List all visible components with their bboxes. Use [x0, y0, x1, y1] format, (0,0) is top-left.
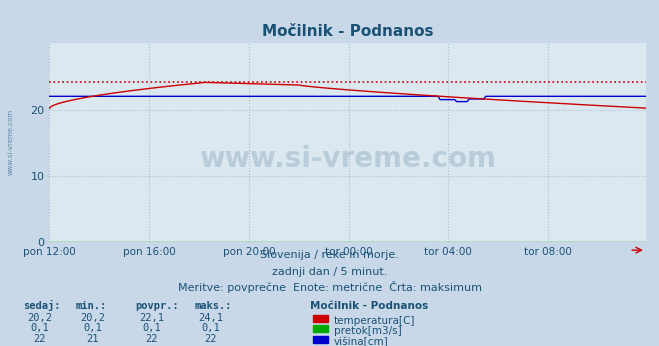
Text: Močilnik - Podnanos: Močilnik - Podnanos [310, 301, 428, 311]
Text: pretok[m3/s]: pretok[m3/s] [334, 327, 402, 336]
Text: 0,1: 0,1 [142, 324, 161, 334]
Text: višina[cm]: višina[cm] [334, 337, 389, 346]
Text: sedaj:: sedaj: [23, 300, 61, 311]
Text: 22,1: 22,1 [139, 313, 164, 323]
Text: www.si-vreme.com: www.si-vreme.com [8, 109, 14, 175]
Text: 22: 22 [205, 334, 217, 344]
Text: 0,1: 0,1 [83, 324, 101, 334]
Text: zadnji dan / 5 minut.: zadnji dan / 5 minut. [272, 267, 387, 277]
Text: 20,2: 20,2 [27, 313, 52, 323]
Text: Meritve: povprečne  Enote: metrične  Črta: maksimum: Meritve: povprečne Enote: metrične Črta:… [177, 281, 482, 293]
Text: Slovenija / reke in morje.: Slovenija / reke in morje. [260, 250, 399, 260]
Text: 22: 22 [146, 334, 158, 344]
Text: 21: 21 [86, 334, 98, 344]
Text: min.:: min.: [76, 301, 107, 311]
Text: povpr.:: povpr.: [135, 301, 179, 311]
Title: Močilnik - Podnanos: Močilnik - Podnanos [262, 24, 434, 39]
Text: temperatura[C]: temperatura[C] [334, 316, 416, 326]
Text: 0,1: 0,1 [30, 324, 49, 334]
Text: 24,1: 24,1 [198, 313, 223, 323]
Text: 0,1: 0,1 [202, 324, 220, 334]
Text: 20,2: 20,2 [80, 313, 105, 323]
Text: www.si-vreme.com: www.si-vreme.com [199, 145, 496, 173]
Text: maks.:: maks.: [194, 301, 232, 311]
Text: 22: 22 [34, 334, 45, 344]
